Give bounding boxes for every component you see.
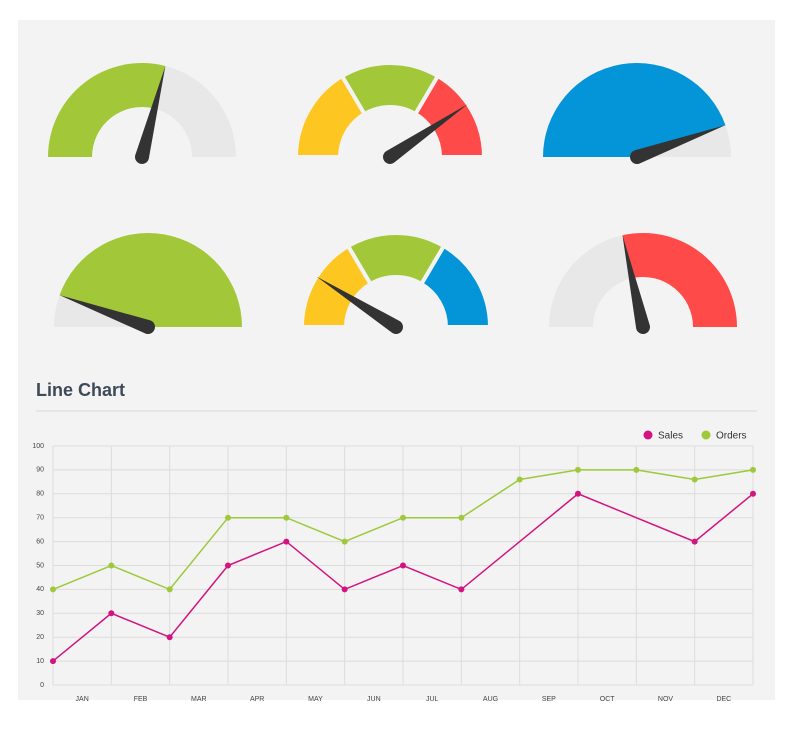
gauge-fill (543, 62, 726, 157)
gauge-track (154, 65, 236, 157)
x-tick-label: JUL (426, 696, 439, 703)
gauge-needle (316, 276, 403, 334)
gauge-needle (630, 125, 726, 164)
legend-marker (701, 430, 711, 440)
gauge-fill (59, 233, 243, 327)
x-tick-label: FEB (134, 696, 148, 703)
x-tick-label: APR (250, 696, 264, 703)
y-tick-label: 50 (36, 562, 44, 569)
legend-marker (643, 430, 653, 440)
y-tick-label: 70 (36, 515, 44, 522)
point (50, 586, 56, 593)
chart-title: Line Chart (36, 380, 125, 400)
point (108, 562, 115, 569)
gauge-needle (59, 295, 155, 334)
point (691, 538, 698, 545)
point (341, 538, 348, 545)
point (283, 538, 290, 545)
point (750, 490, 756, 497)
y-tick-label: 30 (36, 610, 44, 617)
y-tick-label: 80 (36, 491, 44, 498)
x-tick-label: OCT (600, 696, 616, 703)
y-tick-label: 20 (36, 634, 44, 641)
y-tick-label: 0 (40, 682, 44, 689)
x-tick-label: MAY (308, 696, 323, 703)
gauge-segment (418, 243, 493, 329)
legend-label: Sales (658, 431, 683, 442)
x-tick-label: MAR (191, 696, 207, 703)
gauge-fill (48, 63, 166, 157)
gauge-track (549, 235, 633, 327)
point (225, 514, 231, 521)
point (341, 586, 348, 593)
point (50, 658, 56, 665)
point (108, 610, 115, 617)
point (633, 466, 640, 473)
point (516, 476, 523, 483)
point (575, 490, 581, 497)
point (750, 466, 756, 473)
y-tick-label: 90 (36, 467, 44, 474)
x-tick-label: AUG (483, 696, 498, 703)
point (225, 562, 231, 569)
point (166, 586, 173, 593)
point (458, 586, 465, 593)
gauge-needle (135, 65, 166, 164)
y-tick-label: 10 (36, 658, 44, 665)
point (575, 466, 581, 473)
x-tick-label: NOV (658, 696, 674, 703)
point (400, 514, 406, 521)
point (400, 562, 406, 569)
y-tick-label: 40 (36, 586, 44, 593)
gauge-fill (622, 232, 737, 327)
y-tick-label: 60 (36, 538, 44, 545)
gauge-needle (622, 235, 650, 334)
legend-label: Orders (716, 431, 747, 442)
x-tick-label: SEP (542, 696, 556, 703)
x-tick-label: DEC (716, 696, 731, 703)
y-tick-label: 100 (32, 443, 44, 450)
x-tick-label: JUN (367, 696, 381, 703)
point (691, 476, 698, 483)
point (166, 634, 173, 641)
gauge-needle (383, 104, 468, 164)
x-tick-label: JAN (76, 696, 89, 703)
point (283, 514, 290, 521)
point (458, 514, 465, 521)
